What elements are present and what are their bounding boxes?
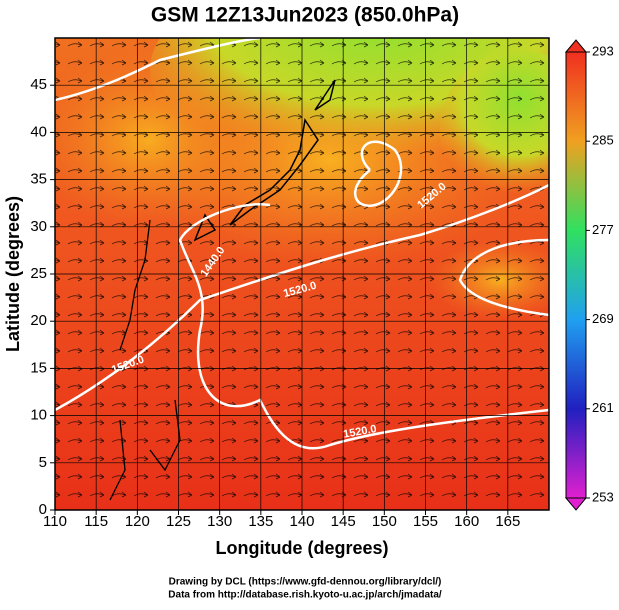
colorbar-min	[564, 497, 588, 511]
colorbar-max	[564, 39, 588, 53]
x-tick-label: 130	[207, 513, 232, 530]
y-tick-label: 20	[30, 312, 47, 329]
x-tick-label: 115	[84, 513, 108, 530]
x-tick-label: 165	[495, 513, 520, 530]
colorbar-tick-label: 293	[592, 43, 614, 58]
x-tick-label: 145	[331, 513, 356, 530]
colorbar	[565, 51, 587, 499]
colorbar-tick-label: 253	[592, 489, 614, 504]
x-tick-label: 150	[372, 513, 397, 530]
colorbar-tick-label: 261	[592, 400, 614, 415]
y-tick-label: 25	[30, 265, 47, 282]
y-tick-label: 40	[30, 123, 47, 140]
y-tick-label: 30	[30, 218, 47, 235]
colorbar-tick-label: 285	[592, 133, 614, 148]
credit-line: Data from http://database.rish.kyoto-u.a…	[168, 590, 442, 601]
x-tick-label: 160	[454, 513, 479, 530]
y-tick-label: 15	[30, 359, 47, 376]
contour-label: 1520.0	[342, 423, 377, 441]
colorbar-tick-label: 269	[592, 311, 614, 326]
chart-title: GSM 12Z13Jun2023 (850.0hPa)	[151, 4, 459, 27]
field	[55, 38, 549, 510]
x-tick-label: 125	[166, 513, 191, 530]
x-tick-label: 110	[43, 513, 67, 530]
y-tick-label: 5	[39, 454, 47, 471]
x-tick-label: 140	[289, 513, 314, 530]
x-axis-title: Longitude (degrees)	[215, 538, 388, 558]
colorbar-tick-label: 277	[592, 222, 614, 237]
x-tick-label: 155	[413, 513, 438, 530]
x-tick-label: 120	[125, 513, 150, 530]
y-tick-label: 35	[30, 171, 47, 188]
y-tick-label: 45	[30, 76, 47, 93]
y-tick-label: 0	[39, 501, 47, 518]
credit-line: Drawing by DCL (https://www.gfd-dennou.o…	[169, 577, 442, 588]
x-tick-label: 135	[248, 513, 273, 530]
y-axis-title: Latitude (degrees)	[3, 196, 23, 352]
y-tick-label: 10	[30, 407, 47, 424]
